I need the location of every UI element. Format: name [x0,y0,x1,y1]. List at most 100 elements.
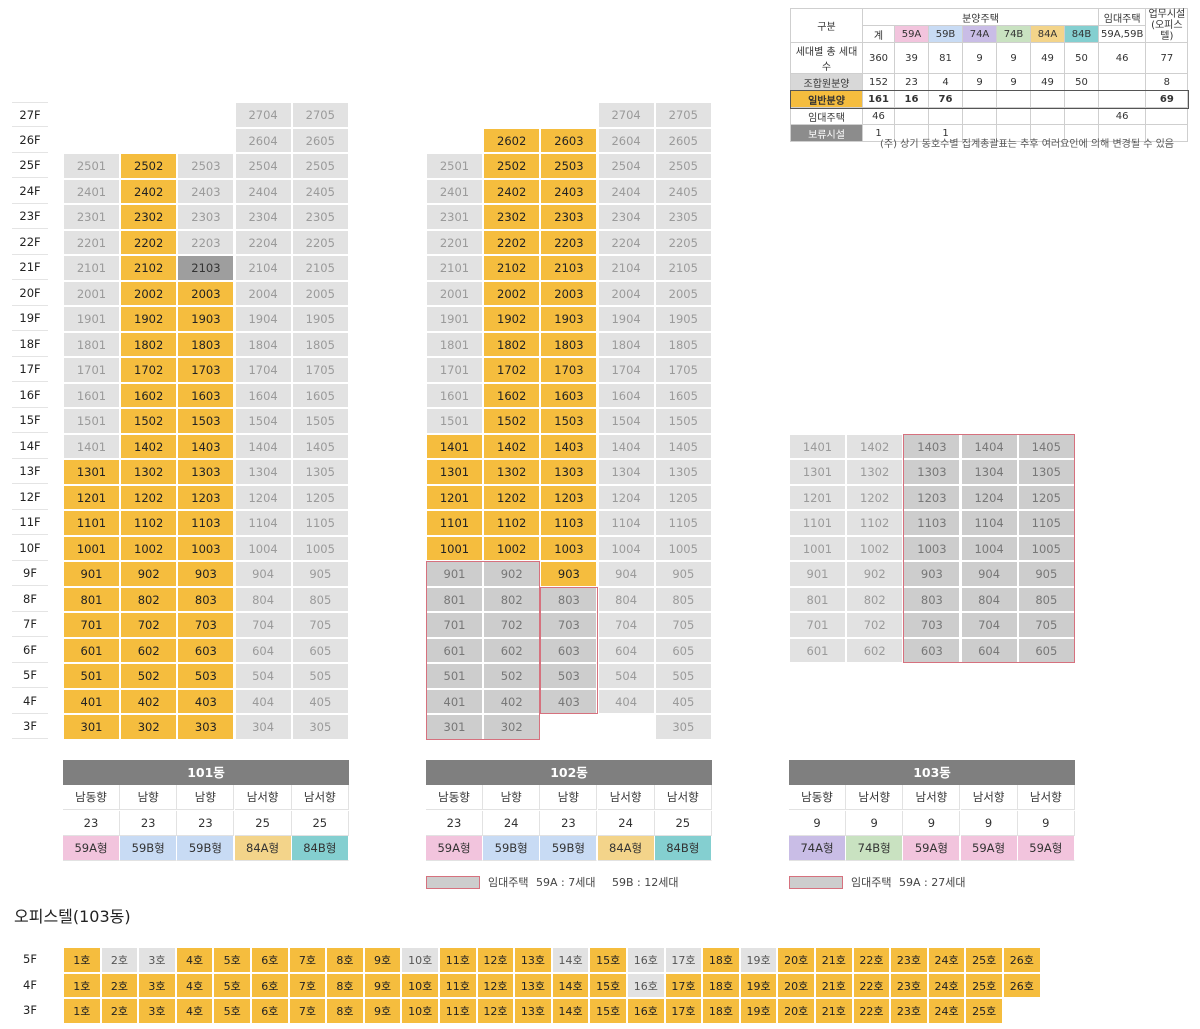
unit-cell: 603 [177,638,234,664]
floor-label: 18F [12,332,48,357]
unit-cell: 405 [655,689,712,715]
unit-cell: 1205 [292,485,349,511]
unit-cell: 1304 [598,459,655,485]
unit-cell: 1803 [177,332,234,358]
unit-cell: 904 [961,561,1018,587]
unit-cell: 605 [1018,638,1075,664]
officetel-unit-cell: 11호 [439,998,477,1024]
officetel-unit-cell: 2호 [101,998,139,1024]
unit-cell: 1105 [655,510,712,536]
officetel-unit-cell: 23호 [890,973,928,999]
officetel-unit-cell: 3호 [138,998,176,1024]
unit-cell: 601 [789,638,846,664]
unit-cell: 1904 [598,306,655,332]
officetel-unit-cell: 10호 [401,973,439,999]
unit-cell: 301 [426,714,483,740]
unit-cell: 1304 [235,459,292,485]
officetel-unit-cell: 17호 [665,973,703,999]
unit-cell: 303 [177,714,234,740]
unit-cell: 705 [292,612,349,638]
building-direction: 남동향 [426,785,483,810]
unit-cell: 2204 [235,230,292,256]
unit-cell: 601 [426,638,483,664]
building-direction: 남동향 [63,785,120,810]
summary-row-label: 임대주택 [791,108,863,125]
unit-cell: 802 [120,587,177,613]
unit-cell: 605 [655,638,712,664]
unit-cell: 2104 [235,255,292,281]
unit-cell: 2403 [540,179,597,205]
unit-cell: 1703 [540,357,597,383]
unit-cell: 1302 [846,459,903,485]
building-count: 23 [63,811,120,836]
unit-cell: 802 [846,587,903,613]
unit-cell: 2302 [483,204,540,230]
unit-cell: 2204 [598,230,655,256]
summary-subheader-cell: 74B [997,26,1031,43]
building-unit-type: 74A형 [789,836,846,861]
unit-cell: 2405 [292,179,349,205]
unit-cell: 2505 [292,153,349,179]
officetel-unit-cell: 5호 [213,947,251,973]
unit-cell: 1103 [903,510,960,536]
unit-cell: 1505 [292,408,349,434]
unit-cell: 1301 [63,459,120,485]
unit-cell: 1303 [540,459,597,485]
officetel-title: 오피스텔(103동) [14,903,131,927]
unit-cell: 2302 [120,204,177,230]
building-count: 23 [120,811,177,836]
unit-cell: 1905 [292,306,349,332]
officetel-unit-cell: 7호 [289,947,327,973]
summary-row: 임대주택 46 46 [791,108,1188,125]
summary-row: 세대별 총 세대수 360 39 81 9 9 49 50 46 77 [791,43,1188,74]
unit-cell: 1305 [655,459,712,485]
unit-cell: 1204 [235,485,292,511]
unit-cell: 1402 [483,434,540,460]
unit-cell: 602 [483,638,540,664]
floor-label: 17F [12,357,48,382]
building-unit-type: 59B형 [483,836,540,861]
unit-cell: 1404 [235,434,292,460]
unit-cell: 702 [483,612,540,638]
unit-cell: 1103 [177,510,234,536]
floor-label: 3F [12,714,48,739]
officetel-unit-cell: 17호 [665,947,703,973]
unit-cell: 1303 [177,459,234,485]
unit-cell: 803 [540,587,597,613]
unit-cell: 1802 [120,332,177,358]
unit-cell: 1102 [846,510,903,536]
unit-cell: 1203 [177,485,234,511]
unit-cell: 2704 [235,102,292,128]
floor-label: 19F [12,306,48,331]
officetel-unit-cell: 2호 [101,947,139,973]
unit-cell: 704 [961,612,1018,638]
officetel-unit-cell: 25호 [965,973,1003,999]
unit-cell: 801 [789,587,846,613]
unit-cell: 1603 [177,383,234,409]
unit-cell: 2303 [540,204,597,230]
unit-cell: 2503 [540,153,597,179]
officetel-unit-cell: 24호 [928,998,966,1024]
building-unit-type: 59A형 [903,836,960,861]
unit-cell: 2501 [426,153,483,179]
unit-cell: 404 [598,689,655,715]
officetel-unit-cell: 5호 [213,973,251,999]
summary-row-label: 조합원분양 [791,74,863,91]
officetel-unit-cell: 23호 [890,998,928,1024]
unit-cell: 1204 [961,485,1018,511]
unit-cell: 505 [292,663,349,689]
building-name-header: 103동 [789,760,1075,785]
unit-cell: 305 [292,714,349,740]
unit-cell: 1104 [235,510,292,536]
summary-cell: 9 [997,74,1031,91]
unit-cell: 702 [846,612,903,638]
unit-cell: 1405 [655,434,712,460]
unit-cell: 401 [63,689,120,715]
building-unit-type: 74B형 [846,836,903,861]
unit-cell: 1401 [789,434,846,460]
summary-subheader-cell: 59A,59B [1099,26,1146,43]
unit-cell: 902 [846,561,903,587]
unit-cell: 2003 [177,281,234,307]
unit-cell: 604 [235,638,292,664]
unit-cell: 1105 [292,510,349,536]
